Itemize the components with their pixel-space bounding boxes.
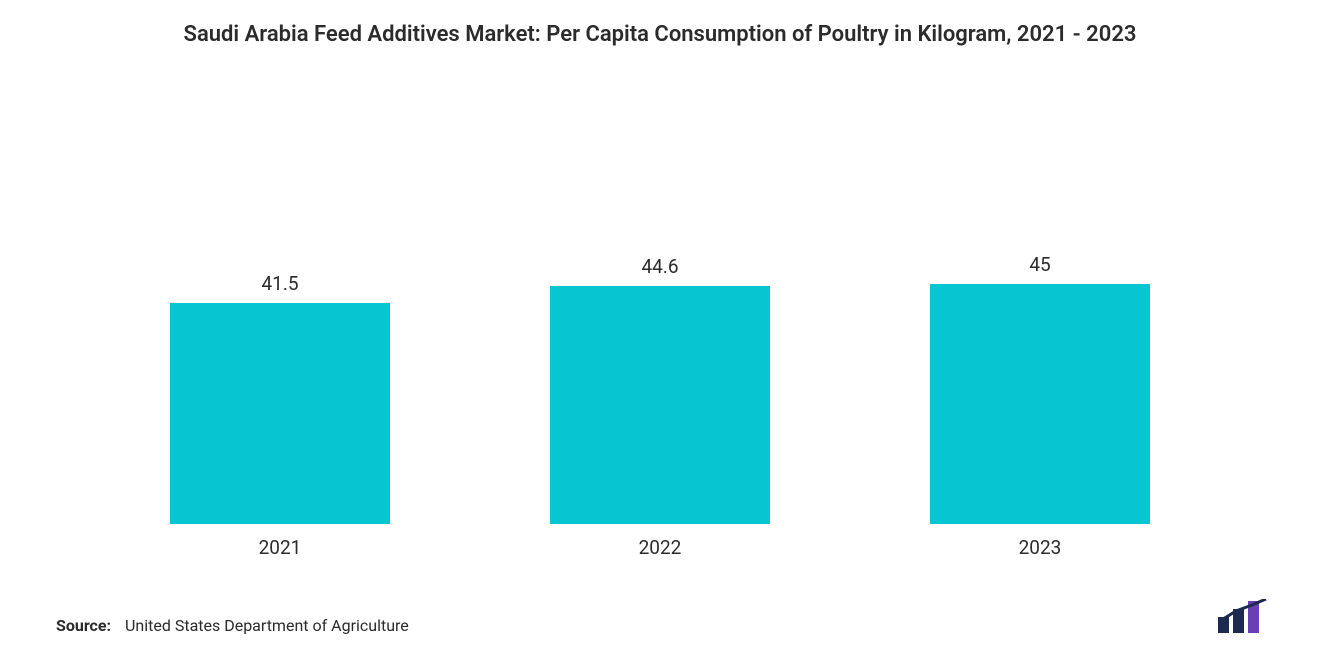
- bar-label-2: 2023: [1019, 536, 1062, 559]
- chart-title: Saudi Arabia Feed Additives Market: Per …: [50, 20, 1270, 50]
- source-text: Source: United States Department of Agri…: [56, 616, 409, 635]
- bar-group-0: 41.5 2021: [90, 272, 470, 559]
- bar-0: [170, 303, 390, 524]
- bar-label-0: 2021: [259, 536, 302, 559]
- brand-logo-icon: [1216, 599, 1270, 635]
- bar-value-2: 45: [1029, 253, 1050, 276]
- bar-label-1: 2022: [639, 536, 682, 559]
- bar-value-1: 44.6: [641, 255, 678, 278]
- bar-2: [930, 284, 1150, 524]
- bar-1: [550, 286, 770, 524]
- source-label: Source:: [56, 616, 111, 635]
- bar-group-1: 44.6 2022: [470, 255, 850, 559]
- bar-group-2: 45 2023: [850, 253, 1230, 559]
- plot-area: 41.5 2021 44.6 2022 45 2023: [50, 60, 1270, 559]
- footer-row: Source: United States Department of Agri…: [50, 559, 1270, 635]
- bar-value-0: 41.5: [261, 272, 298, 295]
- chart-container: Saudi Arabia Feed Additives Market: Per …: [0, 0, 1320, 665]
- source-value: United States Department of Agriculture: [125, 616, 409, 635]
